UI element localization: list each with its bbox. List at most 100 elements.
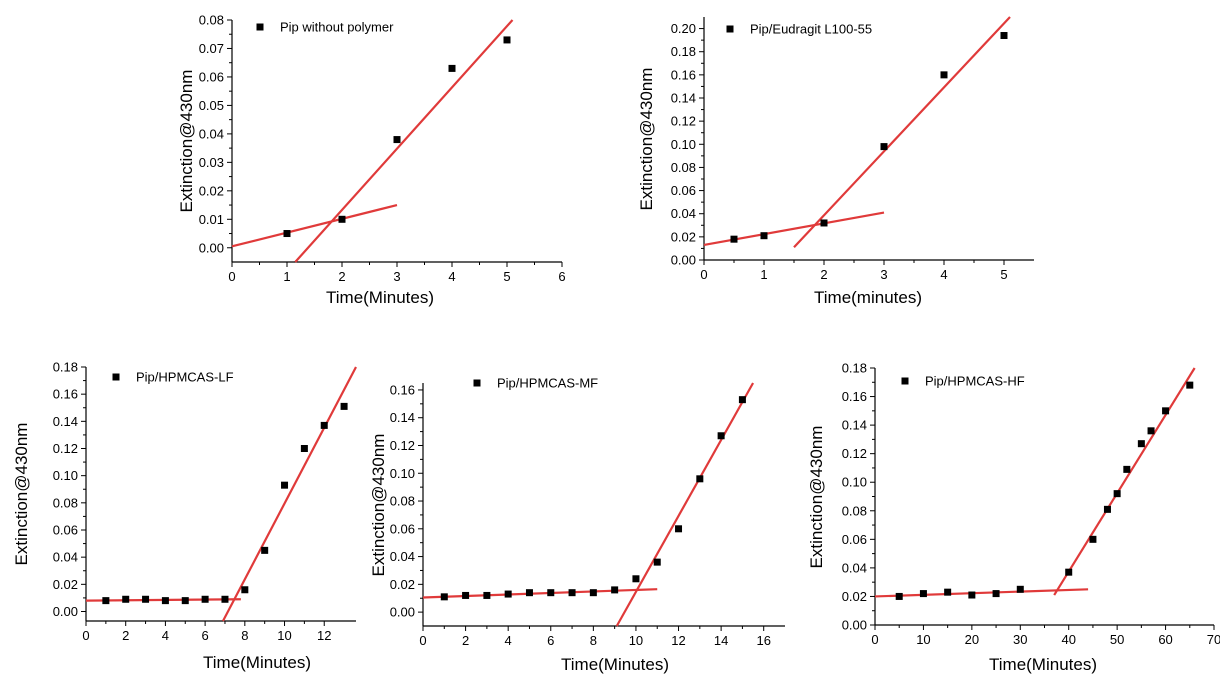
x-tick-label: 3 [393, 269, 400, 284]
y-tick-label: 0.14 [671, 91, 696, 106]
x-tick-label: 1 [760, 267, 767, 282]
x-tick-label: 20 [965, 632, 979, 647]
y-tick-label: 0.14 [390, 410, 415, 425]
data-point [919, 590, 927, 598]
legend-marker [256, 23, 264, 31]
y-tick-label: 0.08 [671, 160, 696, 175]
y-tick-label: 0.05 [199, 98, 224, 113]
y-tick-label: 0.06 [199, 69, 224, 84]
y-tick-label: 0.06 [671, 183, 696, 198]
x-tick-label: 8 [590, 633, 597, 648]
chart-panel-p3: 0.00 0.02 0.04 0.06 0.08 0.10 0.12 0.14 0.16 0.18… [12, 360, 357, 672]
y-tick-label: 0.01 [199, 212, 224, 227]
y-tick-label: 0.06 [390, 521, 415, 536]
fit-line [231, 203, 398, 248]
data-point [503, 36, 511, 44]
x-tick-label: 4 [505, 633, 512, 648]
data-point [261, 546, 269, 554]
data-point [340, 402, 348, 410]
y-tick-label: 0.00 [842, 618, 867, 633]
x-tick-label: 4 [162, 628, 169, 643]
x-tick-label: 0 [700, 267, 707, 282]
x-tick-label: 10 [916, 632, 930, 647]
y-tick-label: 0.20 [671, 21, 696, 36]
x-tick-label: 4 [448, 269, 455, 284]
x-tick-label: 16 [756, 633, 770, 648]
y-tick-label: 0.08 [842, 503, 867, 518]
y-tick-label: 0.08 [53, 495, 78, 510]
y-tick-label: 0.00 [199, 240, 224, 255]
x-axis-title: Time(Minutes) [203, 653, 311, 672]
x-tick-label: 5 [503, 269, 510, 284]
y-tick-label: 0.02 [842, 589, 867, 604]
y-tick-label: 0.14 [842, 418, 867, 433]
data-point [730, 235, 738, 243]
data-point [880, 143, 888, 151]
x-tick-label: 4 [940, 267, 947, 282]
data-point [281, 481, 289, 489]
x-axis-title: Time(Minutes) [561, 655, 669, 674]
data-point [738, 396, 746, 404]
data-point [1123, 465, 1131, 473]
data-point [1162, 407, 1170, 415]
fit-line [615, 382, 755, 627]
data-point [102, 597, 110, 605]
data-point [122, 595, 130, 603]
data-point [940, 71, 948, 79]
legend-marker [726, 25, 734, 33]
x-tick-label: 5 [1000, 267, 1007, 282]
data-point [483, 591, 491, 599]
y-tick-label: 0.02 [53, 577, 78, 592]
legend: Pip/HPMCAS-MF [473, 376, 598, 391]
x-tick-label: 6 [547, 633, 554, 648]
y-tick-label: 0.08 [199, 13, 224, 28]
y-tick-label: 0.18 [842, 361, 867, 376]
data-point [181, 597, 189, 605]
legend: Pip/Eudragit L100-55 [726, 22, 872, 37]
chart-panel-p1: 0.00 0.01 0.02 0.03 0.04 0.05 0.06 0.07 0.08 0 1 2 3… [177, 13, 566, 308]
x-tick-label: 30 [1013, 632, 1027, 647]
y-tick-label: 0.12 [671, 114, 696, 129]
y-tick-label: 0.00 [53, 604, 78, 619]
data-point [675, 525, 683, 533]
y-tick-label: 0.07 [199, 41, 224, 56]
y-tick-label: 0.03 [199, 155, 224, 170]
chart-panel-p4: 0.00 0.02 0.04 0.06 0.08 0.10 0.12 0.14 0.16 0 2 4 6… [369, 376, 785, 674]
y-tick-label: 0.04 [671, 206, 696, 221]
data-point [1089, 535, 1097, 543]
y-axis-title: Extinction@430nm [637, 68, 656, 211]
fit-line [294, 19, 514, 263]
data-point [161, 597, 169, 605]
data-point [968, 591, 976, 599]
x-tick-label: 0 [871, 632, 878, 647]
y-tick-label: 0.08 [390, 494, 415, 509]
data-point [611, 586, 619, 594]
x-tick-label: 14 [714, 633, 728, 648]
x-tick-label: 3 [880, 267, 887, 282]
y-tick-label: 0.02 [671, 229, 696, 244]
x-axis-title: Time(minutes) [814, 288, 922, 307]
data-point [717, 432, 725, 440]
y-tick-label: 0.18 [53, 360, 78, 375]
x-tick-label: 10 [277, 628, 291, 643]
y-tick-label: 0.04 [53, 550, 78, 565]
data-point [944, 588, 952, 596]
legend-marker [473, 379, 481, 387]
fit-line [422, 588, 658, 599]
y-tick-label: 0.04 [390, 549, 415, 564]
legend: Pip/HPMCAS-HF [901, 374, 1025, 389]
y-tick-label: 0.16 [53, 387, 78, 402]
y-tick-label: 0.16 [842, 389, 867, 404]
data-point [338, 215, 346, 223]
x-tick-label: 6 [202, 628, 209, 643]
legend-label: Pip/HPMCAS-LF [136, 370, 234, 385]
y-tick-label: 0.14 [53, 414, 78, 429]
data-point [547, 589, 555, 597]
x-tick-label: 2 [338, 269, 345, 284]
x-tick-label: 50 [1110, 632, 1124, 647]
y-tick-label: 0.16 [671, 67, 696, 82]
x-tick-label: 0 [228, 269, 235, 284]
x-tick-label: 2 [462, 633, 469, 648]
data-point [1186, 381, 1194, 389]
data-point [300, 444, 308, 452]
